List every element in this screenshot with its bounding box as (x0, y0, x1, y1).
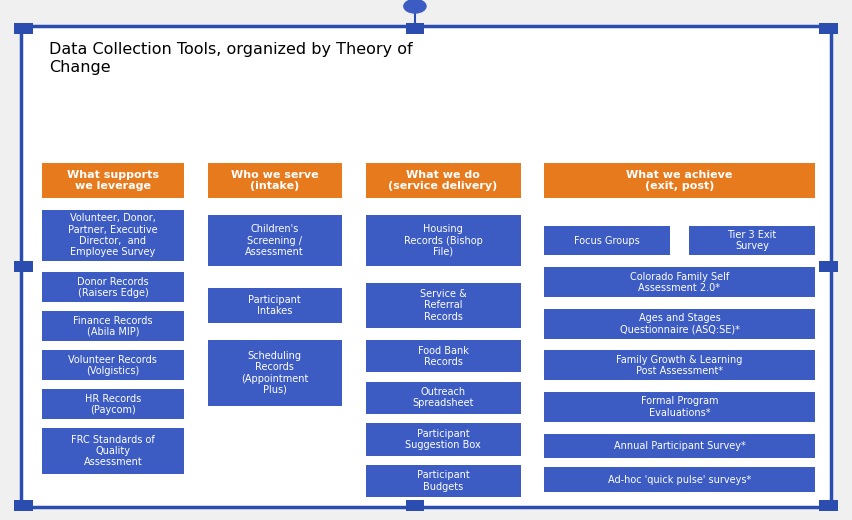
FancyBboxPatch shape (14, 23, 33, 34)
Text: Ad-hoc 'quick pulse' surveys*: Ad-hoc 'quick pulse' surveys* (607, 475, 751, 485)
FancyBboxPatch shape (208, 288, 342, 323)
Text: Volunteer, Donor,
Partner, Executive
Director,  and
Employee Survey: Volunteer, Donor, Partner, Executive Dir… (68, 214, 158, 257)
Text: Ages and Stages
Questionnaire (ASQ:SE)*: Ages and Stages Questionnaire (ASQ:SE)* (619, 313, 740, 334)
Text: Scheduling
Records
(Appointment
Plus): Scheduling Records (Appointment Plus) (241, 352, 308, 395)
Text: Participant
Suggestion Box: Participant Suggestion Box (406, 429, 481, 450)
FancyBboxPatch shape (42, 210, 184, 261)
Text: Focus Groups: Focus Groups (574, 236, 640, 245)
FancyBboxPatch shape (544, 163, 815, 198)
FancyBboxPatch shape (544, 350, 815, 380)
FancyBboxPatch shape (689, 226, 815, 255)
FancyBboxPatch shape (366, 215, 521, 266)
FancyBboxPatch shape (366, 382, 521, 414)
Text: HR Records
(Paycom): HR Records (Paycom) (84, 394, 141, 415)
FancyBboxPatch shape (544, 467, 815, 492)
FancyBboxPatch shape (366, 283, 521, 328)
Text: Colorado Family Self
Assessment 2.0*: Colorado Family Self Assessment 2.0* (630, 271, 729, 293)
FancyBboxPatch shape (42, 428, 184, 474)
FancyBboxPatch shape (544, 434, 815, 458)
Text: Tier 3 Exit
Survey: Tier 3 Exit Survey (728, 230, 776, 251)
FancyBboxPatch shape (21, 26, 831, 507)
FancyBboxPatch shape (366, 465, 521, 497)
Text: What we achieve
(exit, post): What we achieve (exit, post) (626, 170, 733, 191)
FancyBboxPatch shape (208, 215, 342, 266)
FancyBboxPatch shape (208, 163, 342, 198)
FancyBboxPatch shape (544, 267, 815, 297)
Text: Formal Program
Evaluations*: Formal Program Evaluations* (641, 396, 718, 418)
FancyBboxPatch shape (544, 309, 815, 339)
FancyBboxPatch shape (366, 163, 521, 198)
Text: Participant
Budgets: Participant Budgets (417, 471, 469, 491)
FancyBboxPatch shape (819, 23, 838, 34)
FancyBboxPatch shape (42, 311, 184, 341)
FancyBboxPatch shape (42, 163, 184, 198)
FancyBboxPatch shape (819, 261, 838, 272)
Text: Data Collection Tools, organized by Theory of
Change: Data Collection Tools, organized by Theo… (49, 42, 413, 75)
FancyBboxPatch shape (208, 340, 342, 406)
FancyBboxPatch shape (366, 423, 521, 456)
Text: Finance Records
(Abila MIP): Finance Records (Abila MIP) (73, 316, 153, 337)
FancyBboxPatch shape (42, 272, 184, 302)
FancyBboxPatch shape (819, 500, 838, 511)
Text: Family Growth & Learning
Post Assessment*: Family Growth & Learning Post Assessment… (616, 355, 743, 376)
Text: Donor Records
(Raisers Edge): Donor Records (Raisers Edge) (77, 277, 149, 298)
Text: Volunteer Records
(Volgistics): Volunteer Records (Volgistics) (68, 355, 158, 376)
FancyBboxPatch shape (544, 226, 670, 255)
Text: Service &
Referral
Records: Service & Referral Records (420, 289, 466, 322)
FancyBboxPatch shape (406, 23, 424, 34)
Text: What supports
we leverage: What supports we leverage (67, 170, 158, 191)
FancyBboxPatch shape (544, 392, 815, 422)
FancyBboxPatch shape (42, 350, 184, 380)
FancyBboxPatch shape (366, 340, 521, 372)
FancyBboxPatch shape (14, 261, 33, 272)
FancyBboxPatch shape (42, 389, 184, 419)
Text: FRC Standards of
Quality
Assessment: FRC Standards of Quality Assessment (71, 435, 155, 467)
Text: Annual Participant Survey*: Annual Participant Survey* (613, 441, 746, 451)
Text: Food Bank
Records: Food Bank Records (417, 346, 469, 367)
Text: What we do
(service delivery): What we do (service delivery) (389, 170, 498, 191)
Text: Outreach
Spreadsheet: Outreach Spreadsheet (412, 387, 474, 408)
FancyBboxPatch shape (406, 500, 424, 511)
Text: Who we serve
(intake): Who we serve (intake) (231, 170, 319, 191)
Text: Children's
Screening /
Assessment: Children's Screening / Assessment (245, 224, 304, 257)
FancyBboxPatch shape (14, 500, 33, 511)
Text: Participant
Intakes: Participant Intakes (249, 295, 301, 316)
Text: Housing
Records (Bishop
File): Housing Records (Bishop File) (404, 224, 482, 257)
Circle shape (404, 0, 426, 13)
